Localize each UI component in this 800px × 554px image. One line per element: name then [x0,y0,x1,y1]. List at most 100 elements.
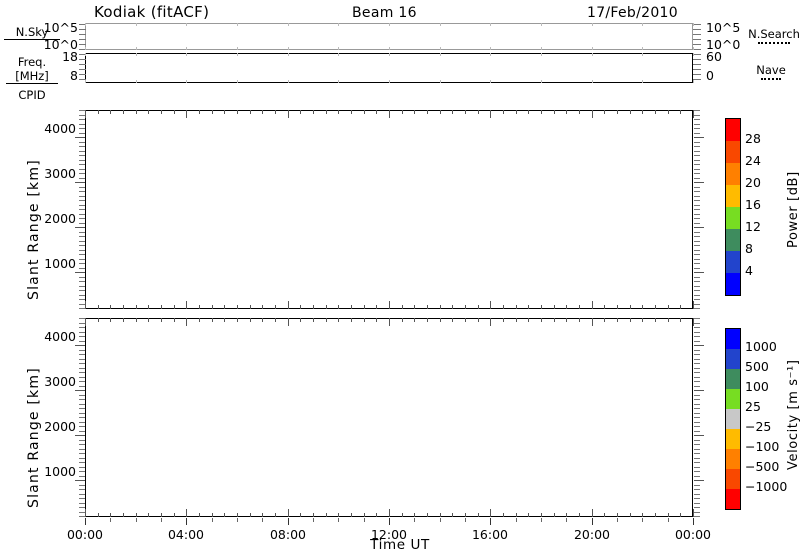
tick-mark [478,513,479,517]
tick-mark [566,110,567,114]
colorbar-velocity-tick-label: 1000 [745,339,777,354]
tick-mark [110,305,111,309]
tick-mark [288,318,289,326]
tick-mark [85,301,86,309]
colorbar-power-tick-label: 28 [745,131,761,146]
tick-mark [694,404,700,405]
tick-mark [694,381,700,382]
tick-mark [694,476,700,477]
tick-mark [79,399,85,400]
tick-mark [79,187,85,188]
tick-mark [212,513,213,517]
tick-mark [326,305,327,309]
tick-mark [668,305,669,309]
tick-mark [694,214,700,215]
tick-mark [516,518,517,522]
tick-mark [694,413,700,414]
tick-mark [694,444,700,445]
tick-mark [199,513,200,517]
tick-mark [79,250,85,251]
tick-mark [148,305,149,309]
colorbar-power-title: Power [dB] [786,171,800,248]
tick-mark [199,305,200,309]
tick-mark [123,513,124,517]
tick-mark [694,512,700,513]
tick-mark [85,80,86,83]
tick-mark [427,110,428,114]
tick-mark [389,80,390,83]
tick-mark [212,318,213,322]
tick-mark [250,318,251,322]
tick-mark [85,110,86,118]
tick-mark [75,480,85,481]
tick-mark [694,196,700,197]
tick-mark [528,305,529,309]
tick-mark [604,318,605,322]
colorbar-power-tick-label: 20 [745,175,761,190]
tick-mark [694,110,700,111]
tick-mark [655,513,656,517]
tick-mark [694,390,704,391]
colorbar-power-tick-label: 4 [745,263,753,278]
tick-mark [694,498,700,499]
tick-mark [364,513,365,517]
tick-mark [592,518,593,525]
tick-mark [490,110,491,118]
tick-mark [79,128,85,129]
tick-mark [237,23,238,26]
tick-mark [79,453,85,454]
tick-mark [617,518,618,522]
label-cpid: CPID [6,88,58,102]
tick-mark [440,305,441,309]
tick-mark [693,74,701,75]
tick-mark [85,518,86,525]
tick-mark [250,305,251,309]
tick-mark [262,305,263,309]
tick-mark [237,110,238,114]
tick-mark [161,110,162,114]
tick-mark [694,272,704,273]
tick-mark [528,318,529,322]
tick-mark [161,318,162,322]
tick-mark [79,232,85,233]
tick-mark [440,53,441,56]
tick-mark [694,223,700,224]
tick-mark [566,513,567,517]
tick-mark [79,79,86,80]
tick-mark [79,214,85,215]
label-nsky-text: N.Sky [4,25,60,40]
tick-mark [694,359,700,360]
tick-mark [79,422,85,423]
tick-mark [136,80,137,83]
tick-mark [693,59,701,60]
tick-mark [694,173,700,174]
tick-mark [579,110,580,114]
tick-mark [288,301,289,309]
tick-mark [300,513,301,517]
tick-mark [694,164,700,165]
tick-mark [174,110,175,114]
colorbar-segment [726,329,740,349]
tick-mark [490,23,491,26]
tick-mark [503,513,504,517]
colorbar-segment [726,229,740,251]
colorbar-power-tick-label: 16 [745,197,761,212]
tick-mark [79,173,85,174]
colorbar-power [725,118,741,296]
tick-mark [694,458,700,459]
tick-mark [402,110,403,114]
tick-mark [440,23,441,26]
tick-mark [694,160,700,161]
tick-mark [694,169,700,170]
tick-mark [694,327,700,328]
tick-mark [79,218,85,219]
tick-mark [694,281,700,282]
tick-mark [642,305,643,309]
tick-mark [694,209,700,210]
tick-mark [541,47,542,50]
tick-mark [79,299,85,300]
tick-mark [694,471,700,472]
label-freq: Freq. [MHz] [6,55,58,84]
tick-mark [642,80,643,83]
tick-mark [694,205,700,206]
